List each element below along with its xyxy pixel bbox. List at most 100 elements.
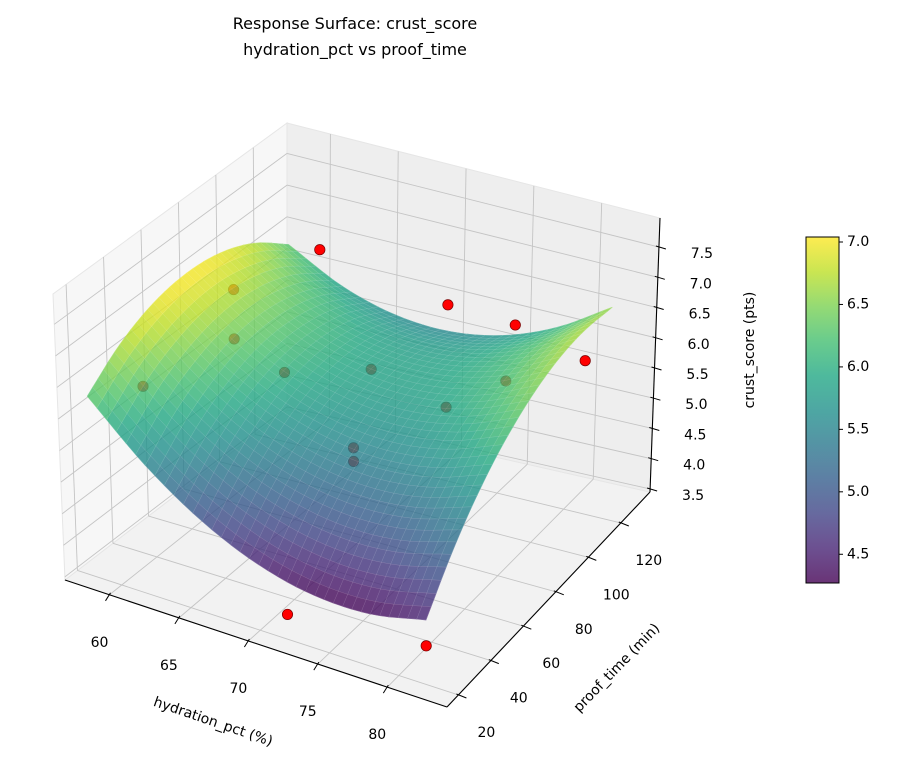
mesh-line: [230, 324, 423, 545]
y-tick: [488, 659, 499, 665]
surface-patch: [416, 605, 432, 621]
mesh-line: [416, 310, 604, 620]
colorbar-gradient: [806, 237, 839, 583]
mesh-line: [202, 314, 396, 522]
z-tick: [650, 396, 661, 401]
mesh-line: [87, 396, 427, 621]
colorbar-tick-label: 6.5: [847, 296, 869, 312]
mesh-line: [130, 329, 467, 520]
z-tick: [652, 336, 663, 341]
z-tick: [654, 275, 665, 280]
x-tick-label: 70: [229, 681, 247, 697]
mesh-line: [192, 268, 524, 417]
data-point: [420, 640, 432, 652]
mesh-line: [286, 334, 477, 582]
colorbar-tick-label: 4.5: [847, 546, 869, 562]
mesh-line: [203, 261, 535, 403]
mesh-line: [144, 285, 343, 466]
mesh-line: [226, 250, 556, 378]
y-tick-label: 80: [575, 622, 593, 638]
chart-title: Response Surface: crust_score: [232, 14, 478, 33]
mesh-line: [249, 329, 441, 559]
z-tick-label: 4.0: [683, 458, 705, 474]
mesh-line: [323, 334, 513, 600]
colorbar-tick-label: 7.0: [847, 234, 869, 250]
z-tick: [653, 306, 664, 310]
y-tick-label: 60: [542, 656, 560, 672]
z-tick: [651, 366, 662, 371]
z-tick: [648, 457, 659, 462]
mesh-line: [237, 246, 566, 367]
mesh-line: [265, 242, 592, 347]
mesh-line: [186, 272, 519, 425]
x-tick-label: 65: [160, 658, 178, 674]
back-gridline-x: [592, 203, 603, 480]
x-axis-line: [64, 579, 448, 708]
x-tick: [382, 684, 389, 694]
mesh-line: [305, 335, 495, 592]
mesh-line: [173, 301, 370, 496]
mesh-line: [114, 352, 452, 555]
mesh-line: [97, 378, 437, 594]
surface-mesh: [86, 242, 613, 621]
mesh-line: [271, 242, 597, 344]
chart-subtitle: hydration_pct vs proof_time: [243, 40, 467, 59]
z-tick: [646, 487, 658, 492]
mesh-line: [183, 306, 379, 505]
colorbar-frame: [805, 236, 840, 584]
back-gridline-x: [526, 185, 535, 465]
mesh-line: [220, 321, 414, 538]
y-tick: [456, 693, 467, 699]
colorbar-tick-label: 6.0: [847, 359, 869, 375]
mesh-line: [153, 303, 488, 478]
x-tick: [105, 592, 111, 602]
mesh-line: [141, 315, 477, 498]
z-tick-label: 4.5: [684, 428, 706, 444]
data-point: [509, 319, 521, 331]
data-point: [314, 244, 326, 256]
floor-gridline-x: [386, 478, 594, 688]
mesh-line: [135, 279, 334, 455]
mesh-line: [209, 258, 540, 396]
x-tick-label: 80: [368, 727, 386, 743]
mesh-line: [175, 281, 509, 441]
mesh-line: [154, 291, 352, 476]
y-tick-label: 40: [510, 691, 528, 707]
mesh-line: [295, 335, 486, 587]
mesh-line: [192, 310, 387, 514]
z-tick: [649, 427, 660, 431]
mesh-line: [388, 321, 576, 617]
points-visible: [314, 244, 591, 367]
z-tick-label: 6.5: [689, 307, 711, 323]
x-tick-label: 75: [299, 704, 317, 720]
mesh-line: [215, 255, 545, 390]
mesh-line: [106, 258, 307, 420]
x-axis-label: hydration_pct (%): [151, 694, 274, 750]
data-point: [442, 299, 454, 311]
mesh-line: [108, 360, 447, 568]
mesh-line: [333, 333, 522, 604]
response-surface: [86, 242, 613, 621]
mesh-line: [169, 286, 503, 450]
x-tick: [313, 661, 320, 671]
mesh-line: [220, 252, 550, 384]
mesh-line: [288, 244, 613, 336]
mesh-line: [342, 332, 531, 607]
axis-lines: [64, 217, 667, 708]
mesh-line: [254, 243, 582, 354]
mesh-line: [258, 331, 450, 565]
y-tick-label: 120: [635, 553, 662, 569]
y-tick: [553, 590, 564, 596]
y-tick: [618, 521, 629, 527]
mesh-line: [282, 243, 608, 339]
mesh-line: [116, 265, 316, 432]
z-tick-label: 7.5: [691, 246, 713, 262]
mesh-line: [96, 250, 298, 409]
back-gridline-z: [286, 216, 657, 308]
y-tick-label: 20: [477, 725, 495, 741]
z-tick-label: 3.5: [682, 488, 704, 504]
mesh-line: [239, 327, 432, 552]
mesh-line: [125, 272, 325, 444]
mesh-line: [248, 243, 577, 358]
